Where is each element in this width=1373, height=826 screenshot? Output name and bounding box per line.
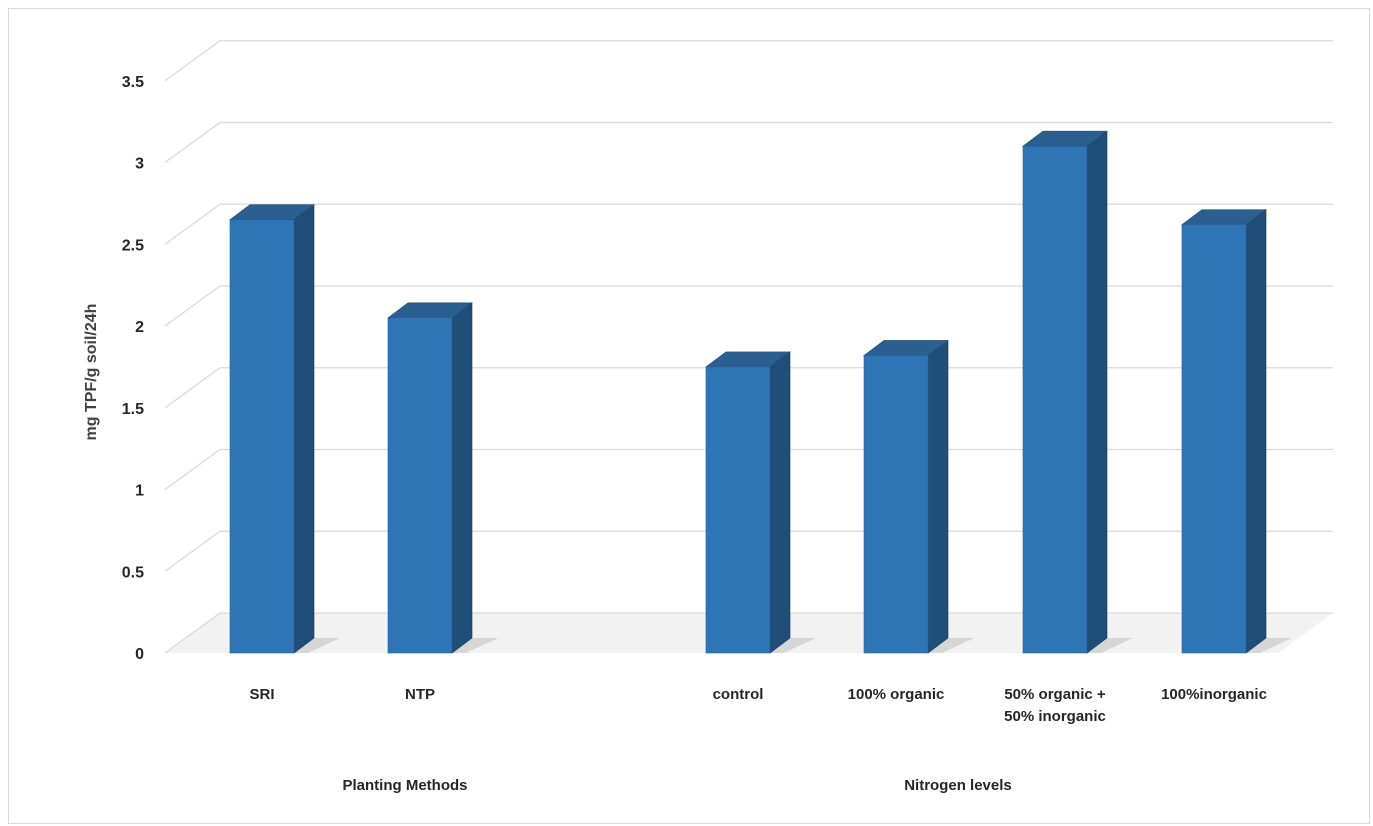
gridline: [164, 530, 1333, 572]
bar-front-face: [705, 366, 771, 654]
y-tick-label: 2.5: [122, 237, 144, 254]
bar-side-face: [1245, 209, 1267, 654]
chart-frame: [8, 8, 1370, 824]
bar-side-face: [927, 339, 949, 654]
bar: [863, 339, 949, 654]
bar-front-face: [229, 219, 295, 654]
y-tick-label: 0.5: [122, 564, 144, 581]
category-label: 50% organic +50% inorganic: [1004, 686, 1106, 725]
gridlines: [164, 40, 1333, 654]
bar: [1181, 209, 1267, 654]
bar-shadow: [1087, 638, 1133, 653]
y-tick-label: 1: [135, 483, 144, 500]
category-label: 100% organic: [848, 686, 945, 703]
bar: [229, 204, 315, 654]
bar-side-face: [451, 302, 473, 654]
bar-side-face: [1086, 130, 1108, 654]
y-tick-label: 2: [135, 319, 144, 336]
y-axis-ticks: 0 0.5 1 1.5 2 2.5 3 3.5: [122, 74, 144, 663]
bar-shadow: [770, 638, 816, 653]
gridline: [164, 203, 1333, 245]
bar: [387, 302, 473, 654]
bar-side-face: [769, 351, 791, 654]
y-tick-label: 0: [135, 646, 144, 663]
gridline: [164, 285, 1333, 327]
bar-shadow: [1246, 638, 1292, 653]
group-label: Planting Methods: [343, 777, 468, 794]
gridline: [164, 367, 1333, 409]
gridline: [164, 121, 1333, 164]
y-axis-label: mg TPF/g soil/24h: [83, 304, 100, 441]
bars: [229, 130, 1267, 654]
bar-shadow: [294, 638, 340, 653]
category-label: NTP: [405, 686, 435, 703]
category-label: SRI: [249, 686, 274, 703]
group-label: Nitrogen levels: [904, 777, 1012, 794]
bar-side-face: [293, 204, 315, 654]
bar: [1022, 130, 1108, 654]
category-labels: SRI NTP control 100% organic 50% organic +50…: [249, 686, 1266, 725]
bar-shadow: [928, 638, 974, 653]
category-label: 100%inorganic: [1161, 686, 1267, 703]
y-tick-label: 3: [135, 156, 144, 173]
bar-front-face: [387, 317, 453, 654]
gridline: [164, 40, 1333, 82]
bar-front-face: [863, 355, 929, 654]
y-tick-label: 3.5: [122, 74, 144, 91]
gridline: [164, 448, 1333, 491]
bar-front-face: [1022, 145, 1088, 654]
category-label: control: [713, 686, 764, 703]
gridline: [164, 612, 1333, 654]
bar-shadows: [294, 638, 1292, 653]
bar-shadow: [452, 638, 498, 653]
group-labels: Planting Methods Nitrogen levels: [343, 777, 1012, 794]
y-tick-label: 1.5: [122, 401, 144, 418]
bar-front-face: [1181, 224, 1247, 654]
bar: [705, 351, 791, 654]
